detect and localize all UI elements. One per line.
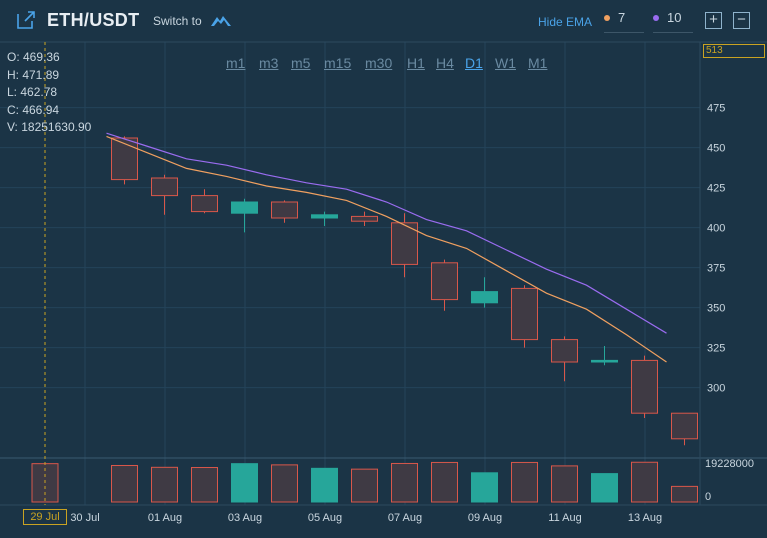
candle-body-8[interactable] [431,262,458,301]
ema7-value: 7 [618,10,626,25]
ema7-line [106,135,667,363]
timeframe-d1[interactable]: D1 [465,55,483,71]
volume-bar-4 [271,464,298,503]
volume-bar-12 [591,473,618,503]
volume-bar-3 [231,463,258,503]
candle-body-13[interactable] [631,359,658,414]
low-value: L: 462.78 [7,85,58,99]
timeframe-h1[interactable]: H1 [407,55,425,71]
timeframe-m1[interactable]: M1 [528,55,548,71]
date-tick-4: 07 Aug [388,512,422,524]
price-tick-2: 425 [707,183,725,195]
date-tick-3: 05 Aug [308,512,342,524]
volume-bar-0 [111,464,138,503]
chart-header: ETH/USDT Switch to Hide EMA 7 10 + − [0,0,767,42]
candle-body-11[interactable] [551,339,578,363]
timeframe-w1[interactable]: W1 [495,55,516,71]
price-tick-6: 325 [707,343,725,355]
ema-lines [106,132,667,363]
date-axis: 30 Jul 01 Aug 03 Aug 05 Aug 07 Aug 09 Aug 11 A… [70,512,662,524]
volume-min-label: 0 [705,491,711,503]
grid-lines [0,41,767,506]
timeframe-m3[interactable]: m3 [259,55,279,71]
timeframe-h4[interactable]: H4 [436,55,454,71]
open-value: O: 469.36 [7,50,60,64]
volume-max-label: 19228000 [705,458,754,470]
volume-bar-10 [511,461,538,503]
candle-body-14[interactable] [671,412,698,440]
price-axis: 475 450 425 400 375 350 325 300 19228000 0 [705,103,754,503]
volume-bar-1 [151,466,178,503]
volume-value: V: 18251630.90 [7,120,92,134]
crosshair-date-label: 29 Jul [23,509,67,525]
date-tick-1: 01 Aug [148,512,182,524]
volume-bar-8 [431,461,458,503]
volume-bar-2 [191,467,218,503]
cloud-logo-icon[interactable] [210,12,232,28]
volume-bar-11 [551,465,578,503]
ema10-input[interactable]: 10 [653,10,693,33]
volume-bar-14 [671,485,698,503]
date-tick-2: 03 Aug [228,512,262,524]
price-tick-3: 400 [707,223,725,235]
ema10-dot-icon [653,14,659,21]
date-tick-6: 11 Aug [548,512,581,524]
expand-icon[interactable] [16,10,36,30]
date-tick-0: 30 Jul [70,512,99,524]
candles [111,136,698,446]
volume-bar-7 [391,462,418,503]
ohlc-readout: O: 469.36 H: 471.89 L: 462.78 C: 466.94 … [7,49,91,137]
price-tick-4: 375 [707,263,725,275]
date-tick-5: 09 Aug [468,512,502,524]
volume-bar-13 [631,461,658,503]
volume-bar-9 [471,472,498,503]
candle-body-9[interactable] [471,291,498,304]
timeframe-m1[interactable]: m1 [226,55,246,71]
ema7-dot-icon [604,14,610,21]
pair-title: ETH/USDT [47,10,140,30]
switch-label[interactable]: Switch to [153,14,202,28]
hide-ema-button[interactable]: Hide EMA [538,15,593,29]
candle-body-3[interactable] [231,201,258,214]
date-tick-7: 13 Aug [628,512,662,524]
candle-body-10[interactable] [511,287,538,341]
candle-body-12[interactable] [591,359,618,363]
candle-body-2[interactable] [191,195,218,213]
candle-body-1[interactable] [151,177,178,197]
ema10-line [106,132,667,334]
zoom-in-button[interactable]: + [705,12,722,29]
price-tick-5: 350 [707,303,725,315]
volume-bar-6 [351,468,378,503]
price-tick-7: 300 [707,383,725,395]
candle-body-4[interactable] [271,201,298,219]
candle-body-5[interactable] [311,214,338,219]
timeframe-m30[interactable]: m30 [365,55,393,71]
high-value: H: 471.89 [7,67,60,82]
volume-bar-5 [311,467,338,503]
candle-body-0[interactable] [111,137,138,181]
ema7-input[interactable]: 7 [604,10,644,33]
price-tick-1: 450 [707,143,725,155]
timeframe-m5[interactable]: m5 [291,55,311,71]
price-tick-0: 475 [707,103,725,115]
close-value: C: 466.94 [7,102,60,117]
timeframe-m15[interactable]: m15 [324,55,352,71]
candle-body-6[interactable] [351,215,378,222]
crosshair-price-label: 513 [703,44,765,58]
zoom-out-button[interactable]: − [733,12,750,29]
volume-bars [31,461,698,503]
ema10-value: 10 [667,10,682,25]
